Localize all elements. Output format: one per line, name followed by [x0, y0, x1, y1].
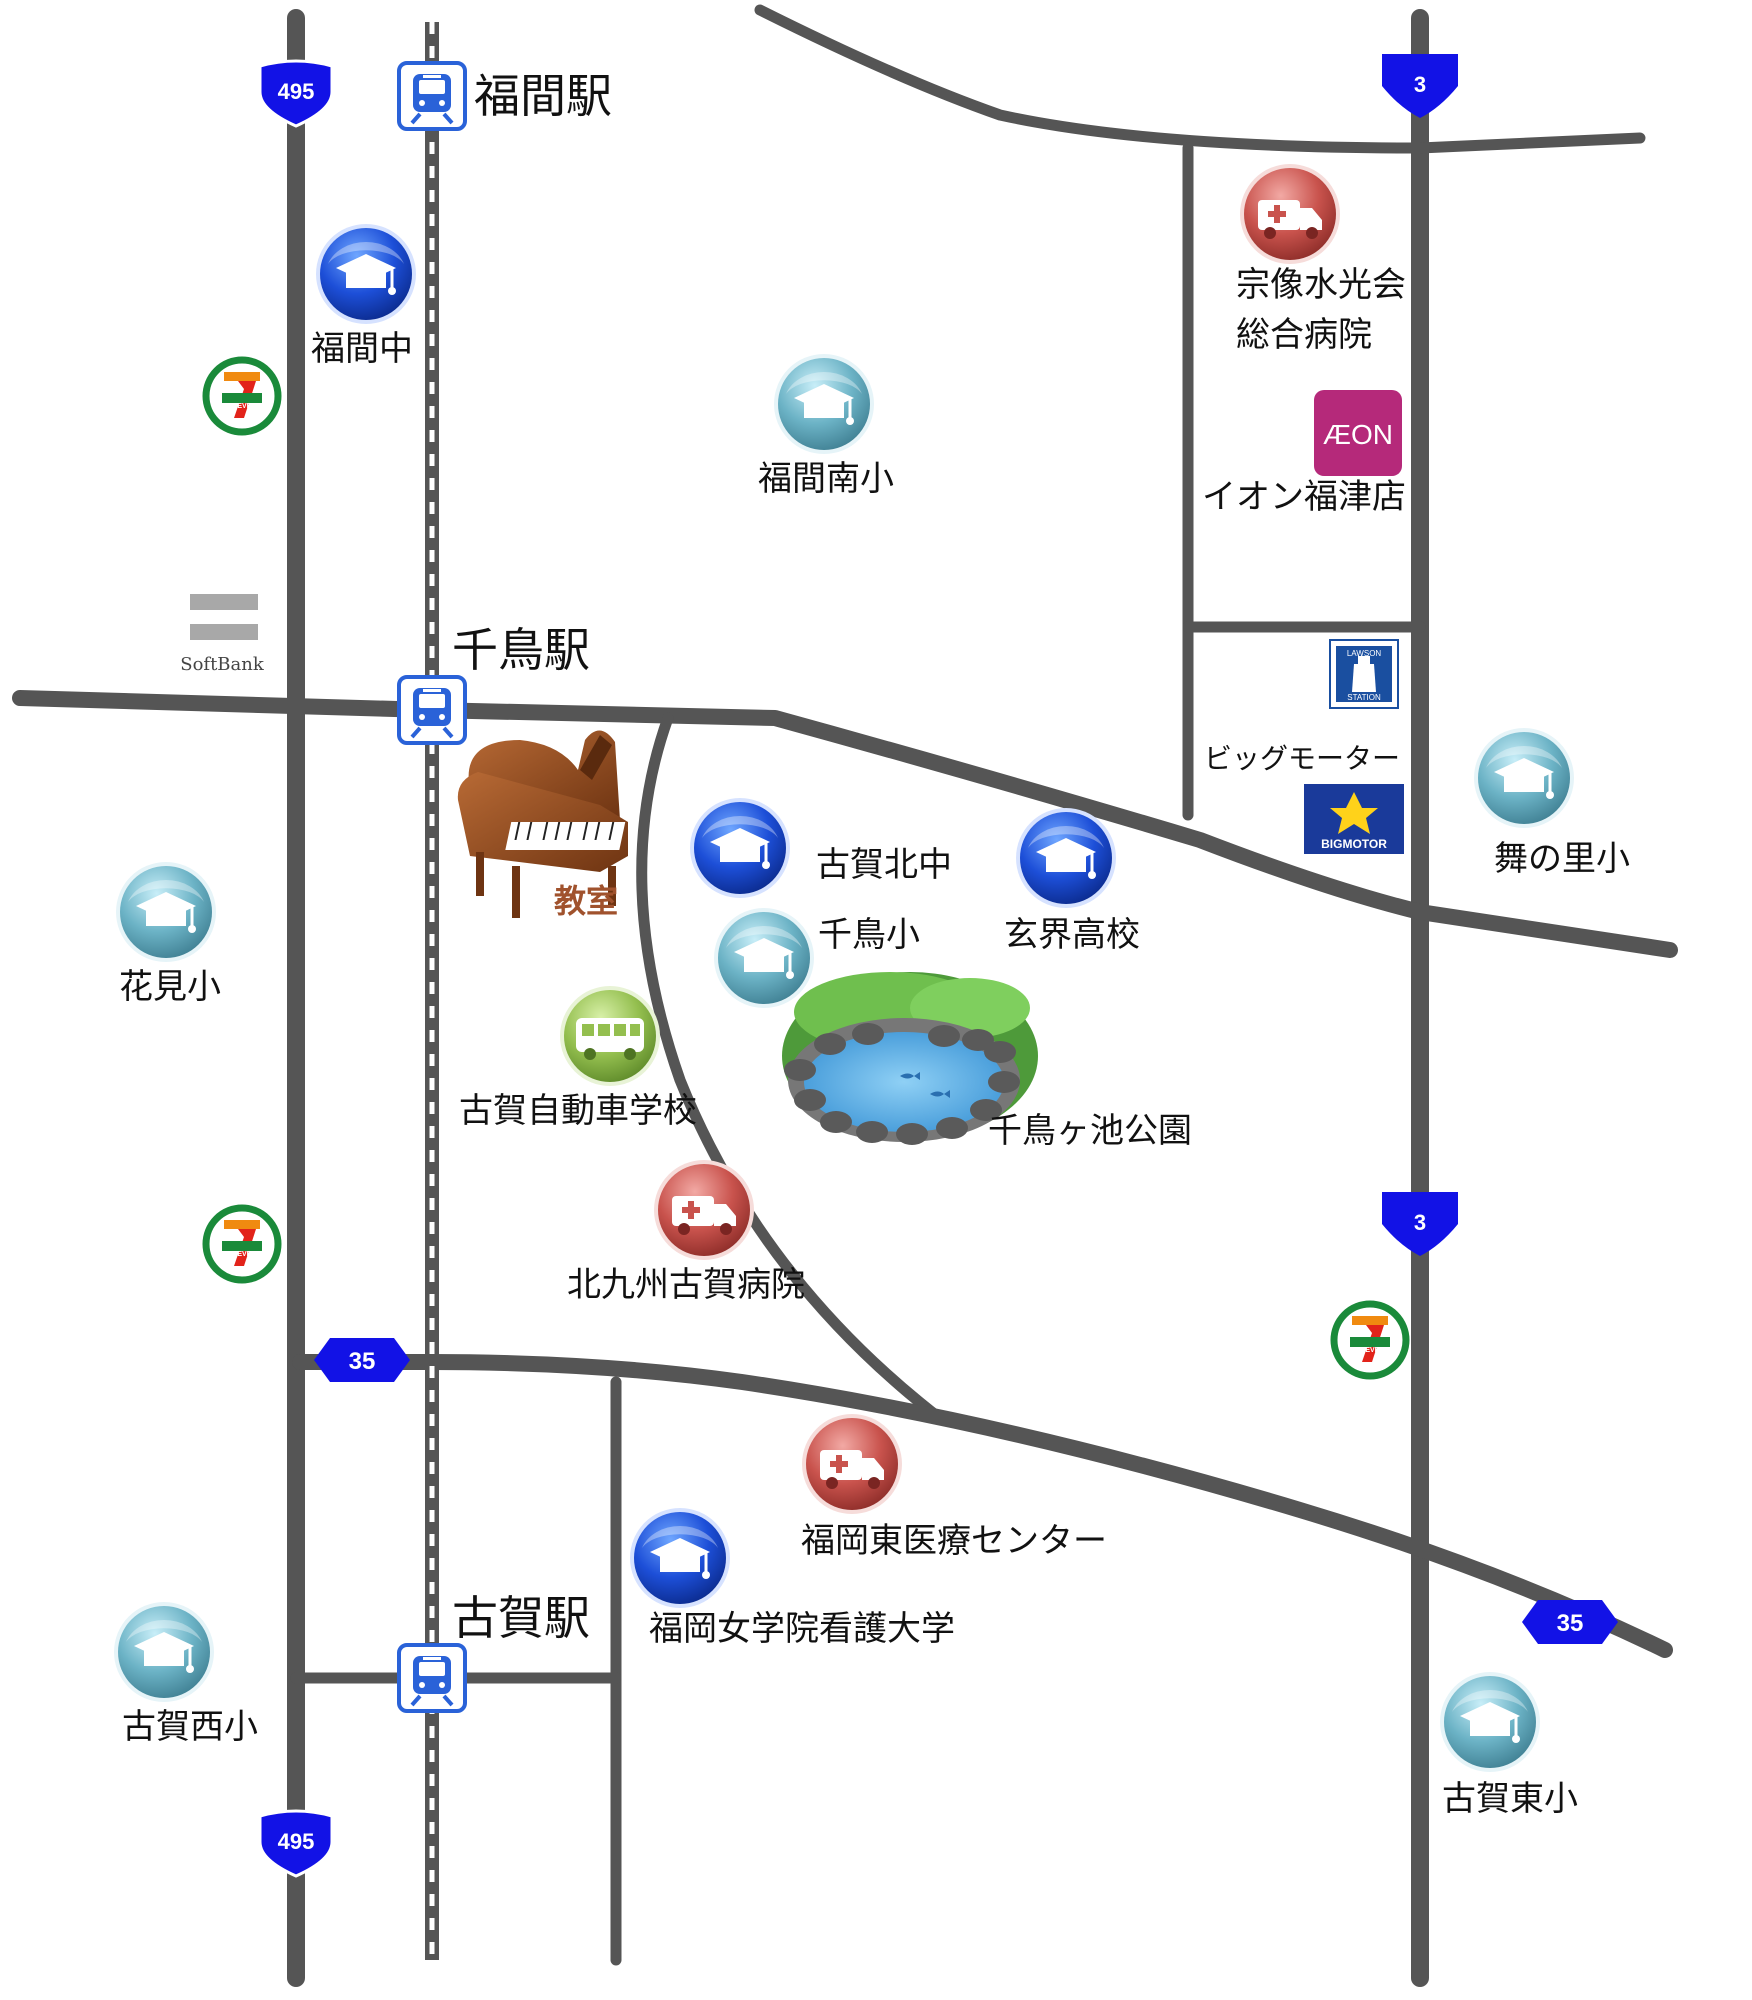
route-3-label: 3	[1414, 72, 1426, 97]
route-35-shield-east: 35	[1522, 1600, 1618, 1644]
koga-kita-junior-high[interactable]: 古賀北中	[690, 798, 952, 898]
park-label: 千鳥ヶ池公園	[988, 1111, 1192, 1151]
seven-eleven-middle[interactable]: ELEVEn	[206, 1208, 278, 1280]
koga-station[interactable]: 古賀駅	[397, 1591, 590, 1713]
big-motor[interactable]: ビッグモーター BIGMOTOR	[1204, 742, 1404, 854]
grand-piano-icon	[457, 730, 628, 918]
hanami-elementary[interactable]: 花見小	[116, 862, 221, 1007]
munakata-hospital-label-line2: 総合病院	[1236, 315, 1372, 355]
train-icon	[397, 675, 467, 745]
route-35-label: 35	[349, 1348, 376, 1375]
bigmotor-label: ビッグモーター	[1204, 742, 1400, 775]
diagonal-road	[636, 712, 948, 1426]
chidori-ga-ike-park[interactable]: 千鳥ヶ池公園	[782, 972, 1192, 1151]
school-icon	[1474, 728, 1574, 828]
fukuma-junior-high-label: 福間中	[311, 329, 413, 369]
hanami-elementary-label: 花見小	[119, 967, 221, 1007]
route-495-shield-south: 495	[258, 1809, 334, 1878]
school-icon	[316, 224, 416, 324]
lawson-logo-top: LAWSON	[1347, 649, 1382, 658]
kitakyushu-koga-hospital-label: 北九州古賀病院	[567, 1265, 805, 1305]
aeon-label: イオン福津店	[1202, 477, 1406, 517]
seven-eleven-text: ELEVEn	[1356, 1347, 1383, 1354]
fukuoka-jogakuin-nursing-university[interactable]: 福岡女学院看護大学	[630, 1508, 955, 1649]
koga-driving-school-label: 古賀自動車学校	[459, 1091, 697, 1131]
road-network	[12, 4, 1678, 1987]
ambulance-icon	[802, 1414, 902, 1514]
fukuoka-jogakuin-nursing-university-label: 福岡女学院看護大学	[649, 1609, 955, 1649]
genkai-high-school-label: 玄界高校	[1004, 915, 1140, 955]
classroom-label: 教室	[554, 882, 618, 920]
train-icon	[397, 1643, 467, 1713]
route-35-road	[292, 1354, 1673, 1658]
school-icon	[116, 862, 216, 962]
koga-kita-junior-high-label: 古賀北中	[816, 845, 952, 885]
route-3-shield-north: 3	[1382, 54, 1458, 118]
mainosato-elementary[interactable]: 舞の里小	[1474, 728, 1630, 879]
route-35-label: 35	[1557, 1610, 1584, 1637]
route-3-label: 3	[1414, 1210, 1426, 1235]
star-icon	[1330, 792, 1378, 834]
fukuma-station-label: 福間駅	[474, 69, 612, 123]
koga-nishi-elementary[interactable]: 古賀西小	[114, 1602, 258, 1747]
fukuma-minami-elementary-label: 福間南小	[758, 459, 894, 499]
train-icon	[397, 61, 467, 131]
chidori-elementary-label: 千鳥小	[818, 915, 920, 955]
school-icon	[1016, 808, 1116, 908]
bus-icon	[560, 986, 660, 1086]
mainosato-elementary-label: 舞の里小	[1494, 839, 1630, 879]
munakata-suikokai-hospital[interactable]: 宗像水光会 総合病院	[1236, 164, 1406, 355]
school-icon	[114, 1602, 214, 1702]
northern-road	[754, 4, 1646, 154]
route-35-shield-west: 35	[314, 1338, 410, 1382]
chidori-elementary[interactable]: 千鳥小	[714, 908, 920, 1008]
route-495-label: 495	[278, 79, 315, 104]
route-495-shield-north: 495	[258, 59, 334, 128]
lawson-station[interactable]: LAWSON STATION	[1329, 639, 1399, 709]
seven-eleven-icon	[206, 360, 278, 432]
koga-station-label: 古賀駅	[452, 1591, 590, 1645]
fukuma-junior-high[interactable]: 福間中	[311, 224, 416, 369]
aeon-fukutsu[interactable]: ÆON イオン福津店	[1202, 390, 1406, 517]
piano-classroom[interactable]: 教室	[457, 730, 628, 920]
school-icon	[1440, 1672, 1540, 1772]
ambulance-icon	[654, 1160, 754, 1260]
softbank-logo	[190, 594, 258, 610]
softbank-label: SoftBank	[180, 654, 265, 675]
fukuma-minami-elementary[interactable]: 福間南小	[758, 354, 894, 499]
fukuoka-higashi-medical-center-label: 福岡東医療センター	[801, 1521, 1107, 1561]
seven-eleven-text: ELEVEn	[228, 1251, 255, 1258]
seven-eleven-east[interactable]: ELEVEn	[1334, 1304, 1406, 1376]
genkai-high-school[interactable]: 玄界高校	[1004, 808, 1140, 955]
pond-icon	[782, 972, 1038, 1145]
bigmotor-logo-text: BIGMOTOR	[1321, 837, 1387, 851]
fukuma-station[interactable]: 福間駅	[397, 61, 612, 131]
chidori-east-west-road	[12, 690, 1678, 958]
aeon-logo	[1314, 390, 1402, 476]
route-3-shield-south: 3	[1382, 1192, 1458, 1256]
chidori-station-label: 千鳥駅	[452, 623, 590, 677]
fukuoka-higashi-medical-center[interactable]: 福岡東医療センター	[801, 1414, 1107, 1561]
koga-higashi-elementary-label: 古賀東小	[1442, 1779, 1578, 1819]
route-495-label: 495	[278, 1829, 315, 1854]
seven-eleven-icon	[1334, 1304, 1406, 1376]
koga-nishi-elementary-label: 古賀西小	[122, 1707, 258, 1747]
kitakyushu-koga-hospital[interactable]: 北九州古賀病院	[567, 1160, 805, 1305]
school-icon	[714, 908, 814, 1008]
koga-driving-school[interactable]: 古賀自動車学校	[459, 986, 697, 1131]
school-icon	[774, 354, 874, 454]
munakata-hospital-label-line1: 宗像水光会	[1236, 265, 1406, 305]
seven-eleven-icon	[206, 1208, 278, 1280]
koga-higashi-elementary[interactable]: 古賀東小	[1440, 1672, 1578, 1819]
lawson-logo-bottom: STATION	[1347, 693, 1381, 702]
seven-eleven-text: ELEVEn	[228, 403, 255, 410]
school-icon	[630, 1508, 730, 1608]
aeon-logo-text: ÆON	[1323, 419, 1393, 450]
seven-eleven-north[interactable]: ELEVEn	[206, 360, 278, 432]
school-icon	[690, 798, 790, 898]
ambulance-icon	[1240, 164, 1340, 264]
softbank-shop[interactable]: SoftBank	[180, 594, 265, 675]
chidori-station[interactable]: 千鳥駅	[397, 623, 590, 745]
